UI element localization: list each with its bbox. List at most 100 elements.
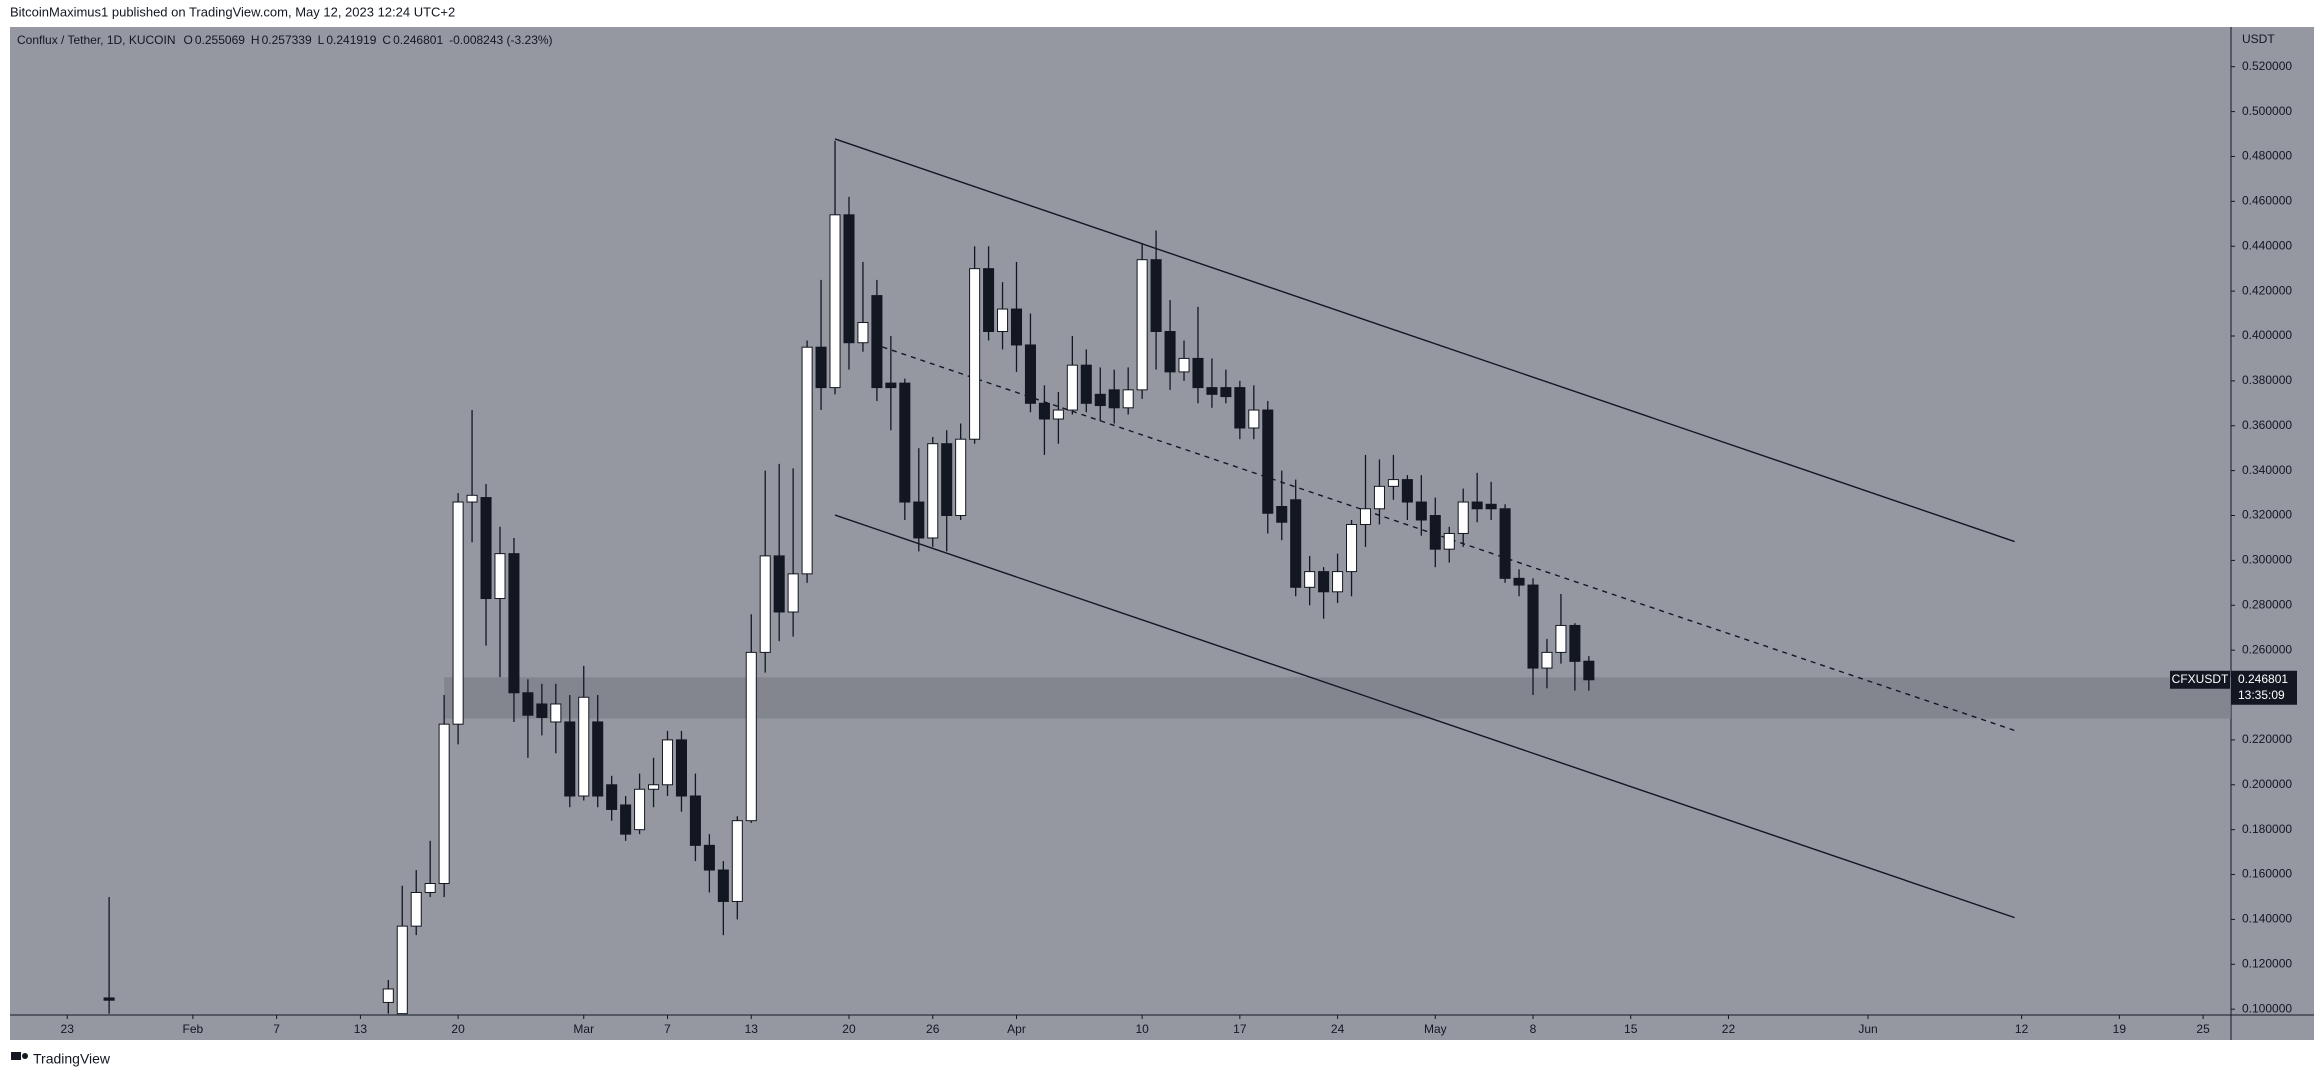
- time-axis-background: [10, 1015, 2231, 1040]
- candle-body: [1569, 624, 1581, 662]
- candle-body: [899, 382, 911, 503]
- candle-body: [1401, 479, 1413, 503]
- candle-body: [1220, 387, 1232, 398]
- y-tick-label: 0.140000: [2242, 912, 2292, 926]
- ohlc-value: 0.246801: [393, 33, 443, 47]
- y-tick-label: 0.420000: [2242, 283, 2292, 297]
- candle-body: [745, 651, 757, 822]
- change-value: -0.008243 (-3.23%): [449, 33, 552, 47]
- y-tick-label: 0.300000: [2242, 553, 2292, 567]
- candle-body: [578, 696, 590, 797]
- candle-body: [1108, 389, 1120, 409]
- candle-body: [1541, 651, 1553, 669]
- x-tick-label: 22: [1722, 1022, 1736, 1036]
- candle-body: [927, 443, 939, 539]
- y-tick-label: 0.200000: [2242, 777, 2292, 791]
- candle-body: [1178, 357, 1190, 373]
- candle-body: [969, 268, 981, 440]
- candle-body: [661, 739, 674, 786]
- y-tick-label: 0.500000: [2242, 104, 2292, 118]
- trendline: [834, 514, 2015, 919]
- candle-body: [103, 997, 115, 1001]
- candle-body: [1010, 308, 1023, 346]
- x-tick-label: 7: [273, 1022, 280, 1036]
- candle-body: [871, 295, 883, 389]
- ohlc-label: O: [184, 33, 193, 47]
- candle-body: [955, 438, 967, 517]
- candle-body: [815, 346, 827, 389]
- ohlc-label: H: [251, 33, 260, 47]
- symbol-tag-bg: [2170, 670, 2230, 689]
- candle-body: [438, 723, 450, 885]
- candle-body: [1164, 331, 1176, 373]
- candle-body: [1346, 523, 1358, 573]
- candle-body: [1499, 508, 1511, 579]
- candle-body: [508, 553, 520, 694]
- x-tick-label: 8: [1530, 1022, 1537, 1036]
- candle-body: [1387, 479, 1399, 487]
- candle-body: [606, 784, 618, 810]
- candle-body: [1136, 259, 1148, 391]
- y-tick-label: 0.120000: [2242, 956, 2292, 970]
- y-tick-label: 0.380000: [2242, 373, 2292, 387]
- candle-body: [494, 553, 506, 600]
- candle-body: [913, 501, 925, 539]
- last-price-bg: [2231, 670, 2297, 705]
- candle-body: [1290, 499, 1302, 588]
- candle-body: [843, 214, 855, 344]
- logo-mark: [11, 1052, 21, 1060]
- ohlc-label: C: [382, 33, 391, 47]
- x-tick-label: 20: [842, 1022, 856, 1036]
- candle-body: [424, 883, 436, 893]
- x-tick-label: Feb: [183, 1022, 204, 1036]
- countdown: 13:35:09: [2238, 688, 2285, 702]
- candle-body: [1052, 409, 1064, 420]
- y-tick-label: 0.520000: [2242, 59, 2292, 73]
- ohlc-label: L: [318, 33, 325, 47]
- candle-body: [1122, 389, 1134, 409]
- candle-body: [1359, 508, 1372, 525]
- candle-body: [1332, 571, 1344, 593]
- candle-body: [787, 573, 799, 613]
- candle-body: [1066, 364, 1078, 411]
- candle-body: [522, 692, 534, 716]
- x-tick-label: 24: [1331, 1022, 1345, 1036]
- candle-body: [1443, 532, 1455, 550]
- candle-body: [1276, 506, 1288, 523]
- trendline: [834, 138, 2015, 543]
- x-tick-label: 12: [2015, 1022, 2029, 1036]
- candle-body: [592, 721, 604, 797]
- candle-body: [1024, 344, 1036, 404]
- candle-body: [410, 891, 422, 927]
- plot-background: [10, 27, 2231, 1015]
- y-tick-label: 0.340000: [2242, 463, 2292, 477]
- x-tick-label: 23: [61, 1022, 75, 1036]
- ohlc-value: 0.255069: [195, 33, 245, 47]
- axes: 0.100000 0.120000 0.140000 0.160000 0.180000…: [61, 59, 2297, 1036]
- candle-body: [983, 268, 995, 333]
- plot-area: [103, 138, 2231, 1015]
- candle-body: [857, 322, 869, 344]
- candle-body: [1429, 515, 1441, 550]
- y-tick-label: 0.480000: [2242, 149, 2292, 163]
- candle-body: [1094, 393, 1106, 407]
- candle-body: [801, 346, 813, 575]
- candle-body: [1583, 660, 1595, 681]
- candle-body: [1373, 485, 1385, 510]
- publisher-header: BitcoinMaximus1 published on TradingView…: [10, 4, 455, 19]
- candle-body: [1206, 387, 1218, 395]
- candle-body: [1234, 387, 1246, 429]
- price-axis-unit: USDT: [2242, 32, 2275, 46]
- candle-body: [731, 820, 743, 902]
- support-zone: [444, 677, 2231, 719]
- candle-body: [1318, 571, 1330, 593]
- y-tick-label: 0.160000: [2242, 867, 2292, 881]
- y-tick-label: 0.360000: [2242, 418, 2292, 432]
- candle-body: [829, 214, 841, 389]
- x-tick-label: 25: [2196, 1022, 2210, 1036]
- x-tick-label: Apr: [1007, 1022, 1026, 1036]
- y-tick-label: 0.100000: [2242, 1001, 2292, 1015]
- x-tick-label: 7: [664, 1022, 671, 1036]
